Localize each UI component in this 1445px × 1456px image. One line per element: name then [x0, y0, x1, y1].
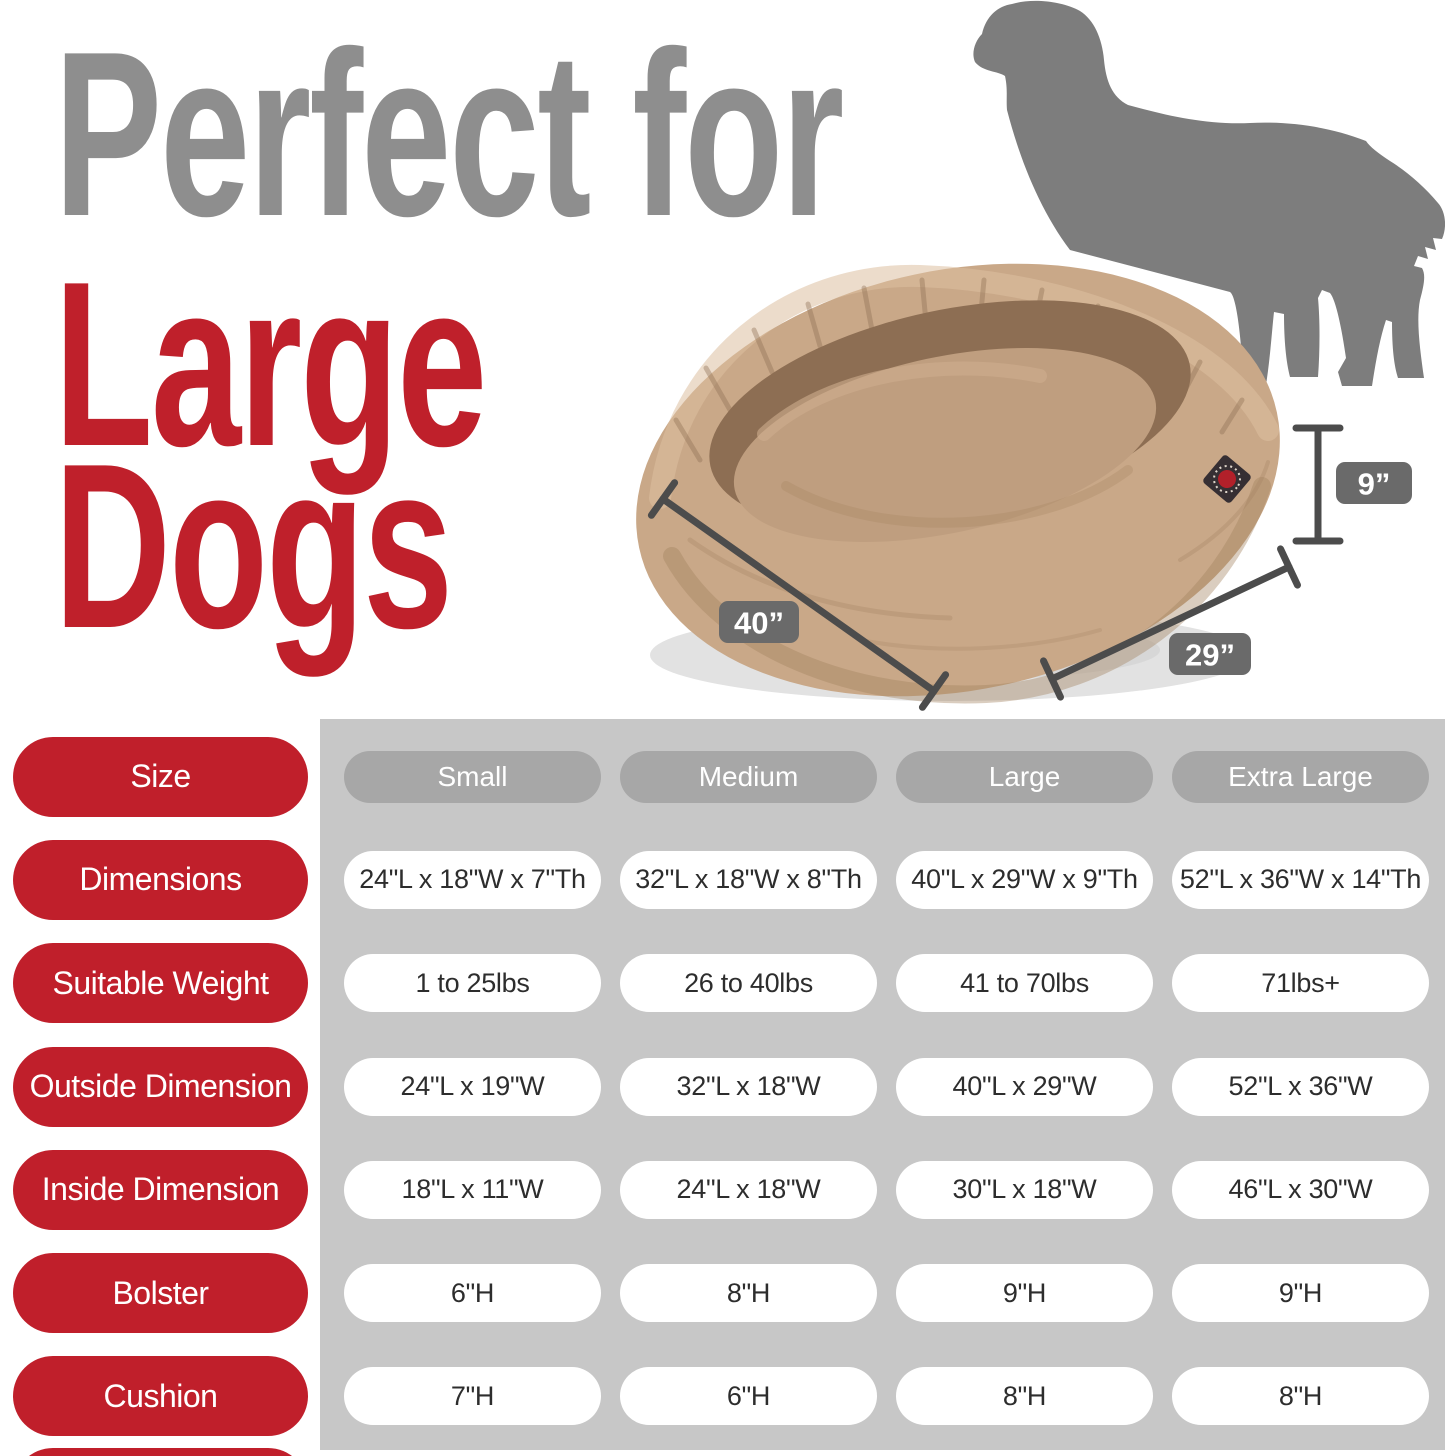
- size-cell: 24"L x 18"W: [620, 1160, 877, 1219]
- brand-tag-icon: [1203, 455, 1251, 503]
- hero-art: 40” 29” 9”: [636, 0, 1445, 711]
- size-cell: 26 to 40lbs: [620, 954, 877, 1013]
- size-cell: 40"L x 29"W: [896, 1057, 1153, 1116]
- size-cell: 6"H: [620, 1367, 877, 1426]
- dog-silhouette-icon: [973, 0, 1445, 386]
- bolster-pleats: [673, 277, 1245, 463]
- length-callout-label: 40”: [734, 606, 784, 641]
- headline-line-1: Perfect for: [54, 2, 844, 265]
- size-cell: 18"L x 11"W: [344, 1160, 601, 1219]
- column-header-pill: Small: [344, 750, 601, 803]
- width-callout-box: [1169, 633, 1251, 675]
- row-label-pill-size: Size: [13, 736, 308, 817]
- dimension-labels: 40” 29” 9”: [719, 462, 1412, 675]
- column-header-pill: Extra Large: [1172, 750, 1429, 803]
- headline-line-3: Dogs: [54, 414, 453, 677]
- row-label-pill-dimensions: Dimensions: [13, 839, 308, 920]
- size-cell: 7"H: [344, 1367, 601, 1426]
- row-label-pill-bolster: Bolster: [13, 1253, 308, 1334]
- size-cell: 6"H: [344, 1264, 601, 1323]
- size-cell: 52"L x 36"W x 14"Th: [1172, 850, 1429, 909]
- headline-line-2: Large: [54, 232, 487, 495]
- size-cell: 52"L x 36"W: [1172, 1057, 1429, 1116]
- row-label-pill-outside-dimension: Outside Dimension: [13, 1046, 308, 1127]
- column-header-pill: Large: [896, 750, 1153, 803]
- row-label-pill-inside-dimension: Inside Dimension: [13, 1149, 308, 1230]
- size-cell: 46"L x 30"W: [1172, 1160, 1429, 1219]
- size-cell: 24"L x 18"W x 7"Th: [344, 850, 601, 909]
- size-cell: 32"L x 18"W: [620, 1057, 877, 1116]
- size-cell: 71lbs+: [1172, 954, 1429, 1013]
- height-callout-box: [1336, 462, 1412, 504]
- size-table-row-labels: Size Dimensions Suitable Weight Outside …: [13, 725, 308, 1448]
- length-callout-box: [719, 601, 799, 643]
- size-cell: 41 to 70lbs: [896, 954, 1153, 1013]
- size-cell: 30"L x 18"W: [896, 1160, 1153, 1219]
- column-header-pill: Medium: [620, 750, 877, 803]
- row-label-pill-suitable-weight: Suitable Weight: [13, 943, 308, 1024]
- row-label-pill-cushion: Cushion: [13, 1356, 308, 1437]
- width-callout-label: 29”: [1185, 638, 1235, 673]
- size-cell: 1 to 25lbs: [344, 954, 601, 1013]
- size-cell: 8"H: [896, 1367, 1153, 1426]
- height-callout-label: 9”: [1358, 467, 1391, 502]
- size-cell: 32"L x 18"W x 8"Th: [620, 850, 877, 909]
- size-cell: 24"L x 19"W: [344, 1057, 601, 1116]
- size-cell: 8"H: [1172, 1367, 1429, 1426]
- size-cell: 40"L x 29"W x 9"Th: [896, 850, 1153, 909]
- size-cell: 8"H: [620, 1264, 877, 1323]
- size-table-grid: Small Medium Large Extra Large 24"L x 18…: [344, 725, 1429, 1448]
- dog-bed-image: [636, 263, 1280, 704]
- size-cell: 9"H: [896, 1264, 1153, 1323]
- row-label-pill-cropped: [13, 1448, 308, 1456]
- size-cell: 9"H: [1172, 1264, 1429, 1323]
- dimension-lines: [647, 424, 1344, 711]
